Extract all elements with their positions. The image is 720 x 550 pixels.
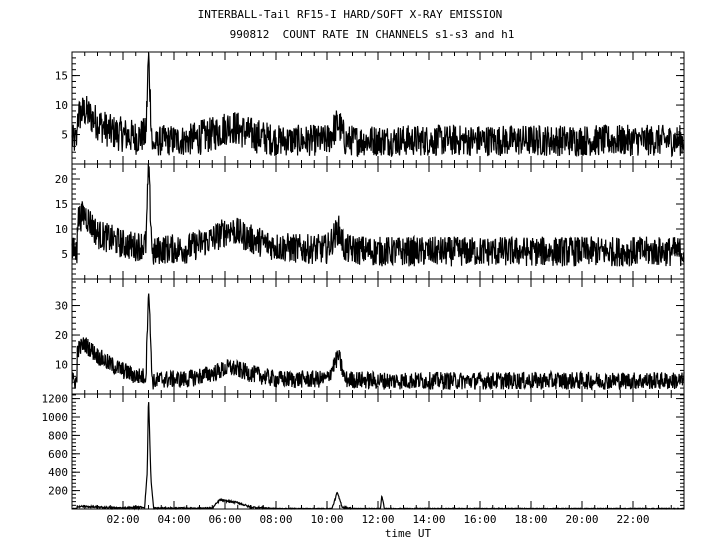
y-tick-label-s2: 15: [55, 198, 68, 211]
y-tick-label-s3: 10: [55, 359, 68, 372]
series-line-h1: [71, 402, 685, 511]
chart-title-line1: INTERBALL-Tail RF15-I HARD/SOFT X-RAY EM…: [197, 8, 503, 21]
x-tick-label: 04:00: [157, 513, 190, 526]
x-tick-label: 10:00: [310, 513, 343, 526]
x-tick-label: 20:00: [565, 513, 598, 526]
y-tick-label-s2: 20: [55, 173, 68, 186]
series-line-s3: [71, 293, 685, 392]
x-tick-label: 06:00: [208, 513, 241, 526]
y-tick-label-h1: 200: [48, 485, 68, 498]
y-tick-label-h1: 1200: [42, 393, 69, 406]
y-tick-label-h1: 1000: [42, 411, 69, 424]
y-tick-label-s1: 15: [55, 70, 68, 83]
series-line-s2: [71, 163, 685, 267]
panel-frame-h1: [71, 393, 685, 510]
y-tick-label-h1: 400: [48, 466, 68, 479]
y-tick-label-s1: 10: [55, 99, 68, 112]
y-tick-label-h1: 800: [48, 429, 68, 442]
x-tick-label: 08:00: [259, 513, 292, 526]
y-tick-label-s2: 5: [61, 248, 68, 261]
y-tick-label-s3: 20: [55, 329, 68, 342]
x-tick-label: 18:00: [514, 513, 547, 526]
x-tick-label: 12:00: [361, 513, 394, 526]
x-tick-label: 02:00: [106, 513, 139, 526]
y-tick-label-s3: 30: [55, 300, 68, 313]
x-tick-label: 16:00: [463, 513, 496, 526]
x-tick-label: 14:00: [412, 513, 445, 526]
x-tick-label: 22:00: [616, 513, 649, 526]
chart-title-line2: 990812 COUNT RATE IN CHANNELS s1-s3 and …: [229, 28, 515, 41]
y-tick-label-s1: 5: [61, 129, 68, 142]
x-axis-label: time UT: [385, 527, 432, 540]
y-tick-label-h1: 600: [48, 448, 68, 461]
series-line-s1: [71, 52, 685, 158]
y-tick-label-s2: 10: [55, 223, 68, 236]
